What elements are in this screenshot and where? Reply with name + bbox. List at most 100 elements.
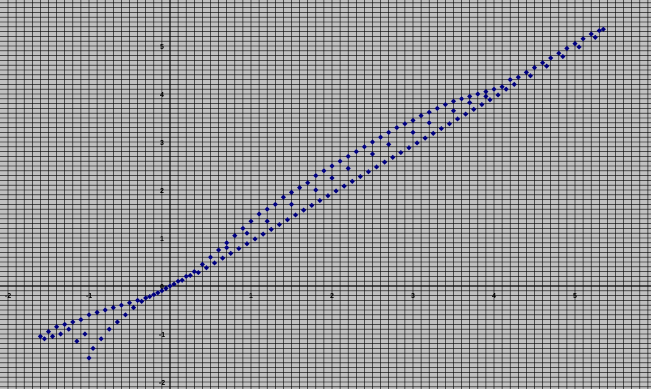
data-point	[479, 101, 485, 108]
data-point	[503, 86, 509, 92]
data-point	[252, 236, 258, 242]
data-point	[580, 36, 586, 42]
data-point	[450, 108, 457, 114]
tick-labels: -2 -1 1 2 3 4 5 -2 -1 0 1 2 3 4 5	[5, 44, 577, 387]
data-point	[74, 338, 80, 344]
data-point	[187, 272, 193, 279]
data-point	[345, 165, 351, 171]
data-point	[86, 312, 92, 318]
data-point	[357, 173, 363, 180]
data-point	[224, 245, 230, 251]
data-point	[236, 245, 242, 252]
data-point	[86, 355, 92, 361]
data-point	[487, 97, 493, 103]
data-point	[228, 250, 234, 256]
data-point	[220, 255, 226, 261]
data-point	[292, 212, 299, 218]
data-point	[195, 269, 201, 276]
data-point	[459, 96, 465, 102]
x-tick-label: -2	[5, 293, 11, 300]
data-point	[483, 93, 489, 99]
data-point	[442, 101, 448, 108]
data-point	[41, 336, 48, 342]
data-point	[430, 130, 436, 136]
data-point	[544, 63, 550, 69]
data-point	[114, 319, 120, 325]
data-point	[183, 273, 189, 279]
data-point	[507, 77, 513, 83]
data-point	[329, 175, 335, 181]
data-point	[548, 55, 554, 61]
data-point	[333, 188, 339, 194]
data-point	[382, 159, 388, 165]
data-point	[446, 121, 453, 127]
data-point	[390, 154, 396, 160]
data-point	[471, 106, 477, 112]
data-point	[70, 319, 76, 325]
x-tick-label: 2	[330, 293, 334, 300]
data-point	[588, 31, 594, 37]
data-point	[572, 41, 578, 47]
data-point	[62, 321, 68, 327]
data-point	[386, 129, 392, 135]
data-point	[139, 298, 145, 304]
data-point	[527, 73, 534, 79]
y-tick-label: 2	[160, 188, 164, 195]
data-point	[313, 187, 319, 193]
data-point	[216, 247, 222, 253]
data-point	[143, 295, 149, 301]
data-point	[147, 293, 153, 300]
data-point	[135, 297, 141, 303]
data-point	[434, 105, 440, 111]
data-point	[394, 125, 400, 131]
data-point	[126, 300, 133, 306]
data-point	[540, 60, 546, 66]
data-point	[531, 65, 538, 71]
data-point	[369, 139, 376, 145]
data-point	[264, 218, 270, 224]
data-point	[422, 135, 428, 141]
data-point	[365, 169, 372, 175]
data-point	[244, 241, 250, 247]
data-point	[268, 226, 274, 232]
x-tick-label: 3	[411, 293, 415, 300]
data-point	[406, 145, 412, 151]
data-point	[163, 285, 169, 291]
data-point	[305, 180, 311, 186]
data-point	[244, 230, 250, 236]
data-point	[511, 81, 517, 87]
data-points	[37, 26, 606, 361]
data-point	[240, 225, 246, 231]
data-point	[341, 183, 347, 189]
data-point	[288, 189, 295, 195]
data-point	[102, 307, 108, 313]
data-point	[264, 206, 270, 212]
data-point	[556, 50, 562, 56]
data-point	[297, 185, 303, 191]
data-point	[361, 144, 367, 150]
data-point	[66, 326, 72, 332]
data-point	[373, 164, 380, 170]
data-point	[122, 312, 129, 318]
data-point	[224, 240, 230, 246]
data-point	[398, 149, 404, 156]
data-point	[475, 91, 481, 97]
data-point	[167, 283, 173, 289]
x-tick-label: 1	[249, 293, 253, 300]
data-point	[499, 84, 505, 90]
data-point	[467, 100, 473, 106]
data-point	[78, 317, 84, 323]
data-point	[37, 333, 43, 339]
data-point	[491, 86, 497, 92]
data-point	[58, 331, 64, 337]
data-point	[280, 194, 286, 200]
data-point	[345, 153, 351, 159]
data-point	[199, 261, 205, 267]
y-tick-label: -1	[159, 332, 165, 339]
data-point	[467, 93, 473, 99]
data-point	[155, 290, 161, 296]
data-point	[82, 331, 88, 337]
